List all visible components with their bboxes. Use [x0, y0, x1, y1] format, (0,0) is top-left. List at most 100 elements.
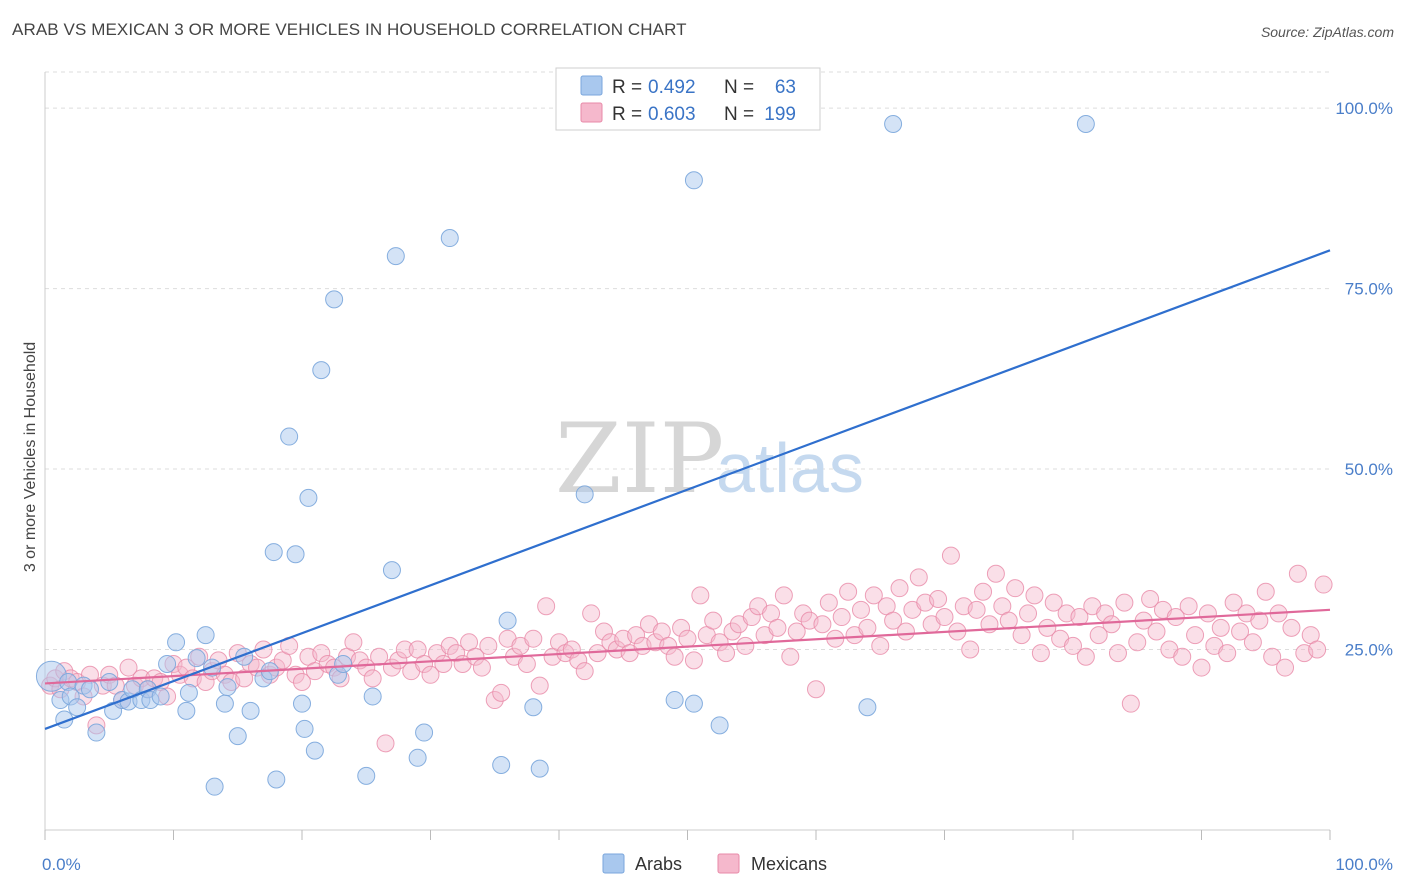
mexicans-point: [1243, 633, 1262, 652]
mexicans-point: [1012, 626, 1031, 645]
mexicans-point: [742, 608, 761, 627]
arabs-point: [215, 694, 234, 713]
mexicans-point: [1025, 586, 1044, 605]
mexicans-point: [1006, 579, 1025, 598]
series-legend: Arabs Mexicans: [602, 853, 827, 874]
mexicans-r-label: R =: [612, 104, 642, 125]
mexicans-point: [395, 640, 414, 659]
mexicans-point: [415, 654, 434, 673]
arabs-r-label: R =: [612, 77, 642, 98]
arabs-point: [363, 687, 382, 706]
mexicans-point: [472, 658, 491, 677]
mexicans-point: [1141, 589, 1160, 608]
arabs-point: [167, 633, 186, 652]
x-tick-label: 0.0%: [42, 855, 81, 874]
mexicans-point: [967, 600, 986, 619]
arabs-n-value: 63: [775, 77, 796, 98]
grid: [45, 71, 1330, 651]
arabs-point: [530, 759, 549, 778]
x-tick-label: 100.0%: [1335, 855, 1393, 874]
mexicans-point: [1263, 647, 1282, 666]
mexicans-point: [1173, 647, 1192, 666]
mexicans-point: [119, 658, 138, 677]
mexicans-point: [1089, 626, 1108, 645]
mexicans-point: [974, 582, 993, 601]
mexicans-point: [627, 626, 646, 645]
y-tick-label: 25.0%: [1345, 641, 1393, 660]
arabs-point: [286, 545, 305, 564]
arabs-series-swatch: [602, 853, 625, 874]
mexicans-point: [839, 582, 858, 601]
arabs-legend-swatch: [580, 75, 603, 96]
mexicans-point: [1288, 564, 1307, 583]
mexicans-point: [530, 676, 549, 695]
mexicans-point: [479, 636, 498, 655]
mexicans-point: [1276, 658, 1295, 677]
mexicans-point: [896, 622, 915, 641]
mexicans-point: [890, 579, 909, 598]
arabs-point: [312, 361, 331, 380]
mexicans-point: [1166, 608, 1185, 627]
mexicans-point: [286, 665, 305, 684]
mexicans-n-value: 199: [764, 104, 796, 125]
mexicans-point: [582, 604, 601, 623]
arabs-point: [440, 229, 459, 248]
mexicans-point: [517, 654, 536, 673]
mexicans-point: [999, 611, 1018, 630]
arabs-point: [710, 716, 729, 735]
mexicans-point: [1282, 618, 1301, 637]
mexicans-point: [1108, 644, 1127, 663]
arabs-n-label: N =: [724, 77, 754, 98]
arabs-point: [151, 687, 170, 706]
x-tick-labels: 0.0% 100.0%: [42, 855, 1393, 874]
arabs-point: [177, 701, 196, 720]
arabs-point: [267, 770, 286, 789]
mexicans-point: [344, 633, 363, 652]
arabs-point: [884, 114, 903, 133]
arabs-r-value: 0.492: [648, 77, 696, 98]
mexicans-point: [1102, 615, 1121, 634]
mexicans-point: [929, 589, 948, 608]
mexicans-n-label: N =: [724, 104, 754, 125]
mexicans-point: [659, 636, 678, 655]
arabs-point: [68, 698, 87, 717]
mexicans-point: [1314, 575, 1333, 594]
mexicans-point: [1250, 611, 1269, 630]
mexicans-point: [466, 647, 485, 666]
mexicans-point: [1031, 644, 1050, 663]
mexicans-points: [41, 546, 1333, 753]
y-tick-labels: 25.0% 50.0% 75.0% 100.0%: [1335, 99, 1393, 659]
source-label: Source: ZipAtlas.com: [1260, 24, 1394, 40]
mexicans-point: [864, 586, 883, 605]
arabs-point: [498, 611, 517, 630]
mexicans-point: [871, 636, 890, 655]
arabs-point: [179, 683, 198, 702]
arabs-point: [295, 719, 314, 738]
mexicans-point: [312, 644, 331, 663]
arabs-point: [334, 654, 353, 673]
watermark: ZIP atlas: [555, 403, 864, 515]
arabs-point: [415, 723, 434, 742]
arabs-point: [524, 698, 543, 717]
arabs-point: [228, 727, 247, 746]
mexicans-point: [678, 629, 697, 648]
arabs-point: [665, 691, 684, 710]
mexicans-point: [293, 673, 311, 692]
mexicans-point: [1115, 593, 1134, 612]
arabs-point: [357, 766, 376, 785]
mexicans-point: [665, 647, 684, 666]
mexicans-point: [684, 651, 703, 670]
axes: [44, 72, 1331, 840]
mexicans-point: [1070, 608, 1089, 627]
mexicans-point: [884, 611, 903, 630]
mexicans-point: [858, 618, 877, 637]
arabs-point: [264, 543, 283, 562]
mexicans-point: [1218, 644, 1237, 663]
arabs-point: [386, 247, 405, 266]
chart-title: ARAB VS MEXICAN 3 OR MORE VEHICLES IN HO…: [12, 20, 687, 39]
mexicans-series-swatch: [717, 853, 740, 874]
mexicans-point: [1147, 622, 1166, 641]
mexicans-point: [1064, 636, 1082, 655]
mexicans-r-value: 0.603: [648, 104, 696, 125]
mexicans-point: [1308, 640, 1327, 659]
